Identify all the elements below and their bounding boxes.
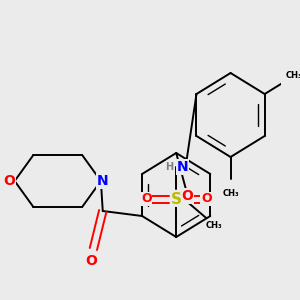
Text: S: S [171,191,182,206]
Text: N: N [177,160,189,174]
Text: CH₃: CH₃ [222,188,239,197]
Text: H: H [166,162,174,172]
Text: CH₃: CH₃ [206,221,222,230]
Text: CH₃: CH₃ [286,71,300,80]
Text: O: O [141,193,152,206]
Text: O: O [201,193,211,206]
Text: N: N [97,174,109,188]
Text: O: O [3,174,15,188]
Text: O: O [182,189,194,203]
Text: O: O [85,254,98,268]
